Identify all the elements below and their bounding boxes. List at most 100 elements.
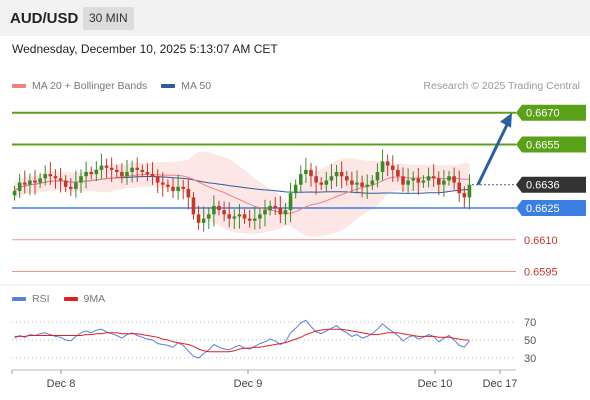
candle-body [304,169,308,175]
level-value-5: 0.6595 [524,267,558,279]
research-credit: Research © 2025 Trading Central [423,80,580,92]
candle-body [350,180,354,185]
candle-body [283,210,288,215]
candle-body [309,169,313,177]
candle-body [258,214,262,219]
candle-body [426,176,431,181]
bollinger-band [14,151,470,237]
instrument-title: AUD/USD [10,10,79,27]
ma20-legend-swatch [12,84,26,88]
candle-body [339,172,344,177]
forecast-arrow-head [500,112,512,128]
candle-body [191,197,196,215]
level-tag-3 [516,200,586,216]
candle-body [53,176,58,179]
candle-body [79,176,83,183]
candle-body [181,186,186,189]
level-tag-0 [516,104,586,121]
timeframe-badge[interactable]: 30 MIN [83,7,134,30]
candle-body [171,186,175,192]
candles [12,149,472,232]
level-value-1: 0.6655 [526,139,560,151]
level-value-4: 0.6610 [524,235,558,247]
candle-body [380,161,385,172]
candle-body [196,214,201,223]
level-label-0: 0.6670 [516,104,586,121]
candle-body [431,176,436,179]
ma50-legend-label: MA 50 [181,80,212,92]
candle-body [22,182,27,185]
candle-body [227,214,232,219]
candle-body [114,169,119,172]
candle-body [406,180,410,185]
rsi-legend-swatch [12,297,26,301]
candle-body [104,165,109,168]
candle-body [252,218,257,221]
level-value-3: 0.6625 [526,203,560,215]
rsi-tick-50: 50 [524,335,536,347]
candle-body [63,180,68,187]
candle-body [411,178,416,181]
candle-body [120,172,124,177]
candle-body [33,180,37,183]
candle-body [319,182,324,185]
candle-body [452,176,456,183]
rsi-legend: RSI 9MA [12,293,105,305]
rsi-ma-legend-swatch [63,297,78,301]
candle-body [344,176,349,181]
candle-body [166,184,170,187]
candle-body [457,182,462,194]
candle-body [396,169,400,177]
x-tick-label: Dec 10 [418,378,453,390]
candle-body [125,172,129,177]
candle-body [186,188,191,198]
candle-body [89,172,94,175]
candle-body [375,172,380,181]
candle-body [237,214,242,217]
level-label-5: 0.6595 [524,267,558,279]
x-tick-label: Dec 8 [47,378,76,390]
candle-body [365,184,370,187]
candle-body [94,169,99,175]
level-tag-2 [516,176,586,193]
candle-body [150,174,155,177]
candle-body [201,218,206,223]
candle-body [329,176,334,181]
candle-body [74,182,78,189]
candle-body [232,216,237,219]
candle-body [370,180,375,185]
candle-body [273,205,278,208]
x-tick-label: Dec 9 [234,378,263,390]
level-tag-1 [516,136,586,153]
candle-body [298,174,303,185]
rsi-line [14,319,470,359]
candle-body [355,182,359,185]
candle-body [176,186,180,192]
rsi-ma-line [14,328,470,353]
candle-body [28,180,32,185]
x-tick-label: Dec 17 [483,378,518,390]
candle-body [268,205,272,211]
candle-body [145,172,150,175]
candle-body [43,174,48,179]
level-label-2: 0.6636 [516,176,586,193]
level-label-4: 0.6610 [524,235,558,247]
price-legend: MA 20 + Bollinger Bands MA 50 [12,80,211,92]
candle-body [421,180,426,183]
candle-body [385,161,390,166]
candle-body [467,184,472,198]
candle-body [293,184,298,194]
ma20-legend-label: MA 20 + Bollinger Bands [32,80,148,92]
candle-body [401,176,405,185]
candle-body [447,176,451,181]
ma50-legend-swatch [161,84,176,88]
candle-body [84,172,88,177]
candle-body [38,178,42,183]
rsi-tick-30: 30 [524,353,536,365]
candle-body [155,176,160,183]
candle-body [130,167,134,172]
candle-body [462,193,467,198]
level-value-0: 0.6670 [526,108,560,120]
rsi-ma-legend-label: 9MA [83,293,106,305]
